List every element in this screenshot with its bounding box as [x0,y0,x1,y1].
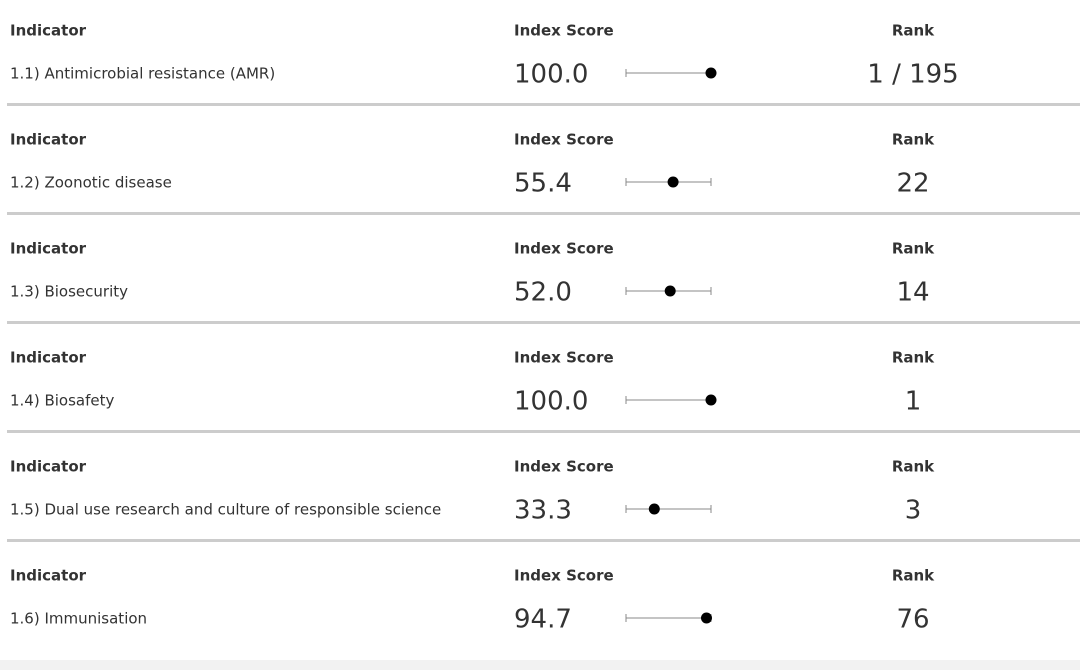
column-header: Rank [892,22,935,40]
rank-value: 22 [896,169,929,199]
column-header: Index Score [514,131,614,149]
score-dot [705,67,717,79]
row-separator [7,103,1080,106]
column-header: Indicator [10,349,87,367]
indicator-name: 1.1) Antimicrobial resistance (AMR) [10,65,275,83]
column-header: Indicator [10,22,87,40]
column-header: Index Score [514,349,614,367]
column-header: Rank [892,458,935,476]
score-value: 100.0 [514,387,588,417]
score-dot [700,612,712,624]
score-value: 33.3 [514,496,572,526]
rank-value: 3 [905,496,922,526]
column-header: Rank [892,567,935,585]
column-header: Rank [892,131,935,149]
score-value: 100.0 [514,60,588,90]
score-value: 52.0 [514,278,572,308]
column-header: Indicator [10,458,87,476]
column-header: Index Score [514,240,614,258]
score-dot [705,394,717,406]
score-dot [648,503,660,515]
row-separator [7,212,1080,215]
indicator-name: 1.4) Biosafety [10,392,115,410]
footer-band [0,660,1080,670]
column-header: Indicator [10,240,87,258]
row-separator [7,321,1080,324]
column-header: Index Score [514,22,614,40]
score-value: 55.4 [514,169,572,199]
row-separator [7,430,1080,433]
rank-value: 76 [896,605,929,635]
indicator-name: 1.5) Dual use research and culture of re… [10,501,441,519]
column-header: Indicator [10,567,87,585]
score-dot [664,285,676,297]
column-header: Indicator [10,131,87,149]
indicator-name: 1.3) Biosecurity [10,283,128,301]
row-separator [7,539,1080,542]
column-header: Index Score [514,458,614,476]
indicator-name: 1.6) Immunisation [10,610,147,628]
rank-value: 1 [905,387,922,417]
rank-value: 14 [896,278,929,308]
indicator-name: 1.2) Zoonotic disease [10,174,172,192]
score-value: 94.7 [514,605,572,635]
score-dot [667,176,679,188]
column-header: Rank [892,349,935,367]
rank-value: 1 / 195 [867,60,958,90]
column-header: Rank [892,240,935,258]
column-header: Index Score [514,567,614,585]
